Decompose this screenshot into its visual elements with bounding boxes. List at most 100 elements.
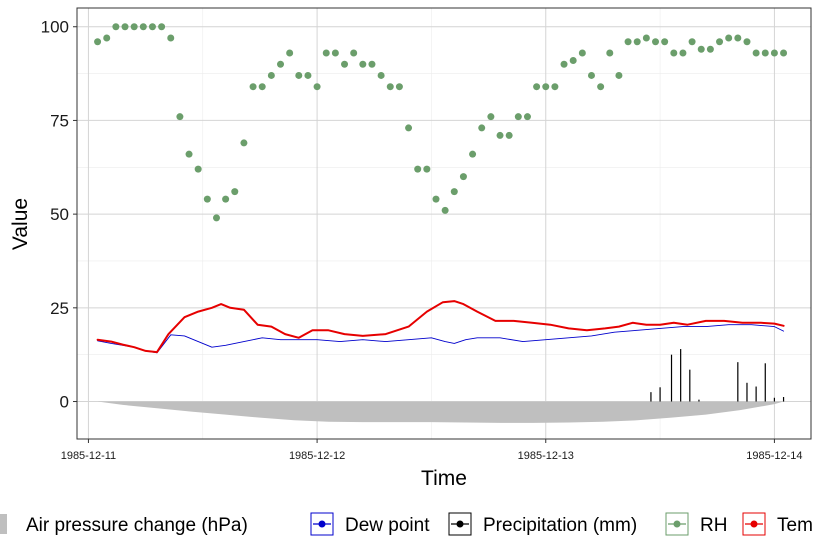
- legend-key-point: [318, 520, 326, 528]
- rh-point: [624, 38, 632, 46]
- rh-point: [94, 38, 102, 46]
- precipitation-bars-layer: [650, 349, 785, 402]
- rh-point: [267, 71, 275, 79]
- rh-point: [716, 38, 724, 46]
- legend-label: Dew point: [345, 515, 430, 536]
- rh-point: [560, 60, 568, 68]
- rh-point: [249, 83, 257, 91]
- rh-point: [459, 173, 467, 181]
- rh-point: [578, 49, 586, 57]
- rh-point: [642, 34, 650, 42]
- y-axis-title: Value: [9, 198, 32, 250]
- rh-point: [478, 124, 486, 132]
- rh-point: [441, 206, 449, 214]
- rh-point: [222, 195, 230, 203]
- legend-key-point: [456, 520, 464, 528]
- legend-key-pressure: [0, 514, 7, 534]
- rh-point: [185, 150, 193, 158]
- x-tick-label: 1985-12-14: [746, 450, 802, 462]
- x-axis-ticks: 1985-12-11 1985-12-12 1985-12-13 1985-12-14: [61, 439, 803, 462]
- rh-point: [350, 49, 358, 57]
- rh-point: [359, 60, 367, 68]
- rh-point: [158, 23, 166, 31]
- y-tick-label: 0: [60, 393, 69, 412]
- legend: Air pressure change (hPa) Dew point Precip…: [0, 512, 813, 536]
- rh-point: [240, 139, 248, 147]
- rh-point: [386, 83, 394, 91]
- rh-point: [652, 38, 660, 46]
- x-tick-label: 1985-12-11: [61, 450, 116, 462]
- legend-label: Precipitation (mm): [483, 515, 637, 536]
- rh-point: [112, 23, 120, 31]
- rh-point: [542, 83, 550, 91]
- rh-point: [377, 71, 385, 79]
- rh-point: [597, 83, 605, 91]
- rh-point: [734, 34, 742, 42]
- y-axis-ticks: 0 25 50 75 100: [41, 18, 77, 412]
- rh-point: [523, 113, 531, 121]
- pressure-area-layer: [97, 401, 784, 423]
- y-tick-label: 25: [50, 299, 69, 318]
- legend-key-point: [750, 520, 758, 528]
- y-tick-label: 100: [41, 18, 69, 37]
- rh-point: [615, 71, 623, 79]
- x-axis-title: Time: [421, 467, 467, 490]
- rh-point: [587, 71, 595, 79]
- rh-point: [103, 34, 111, 42]
- rh-point: [469, 150, 477, 158]
- rh-point: [176, 113, 184, 121]
- rh-point: [633, 38, 641, 46]
- rh-point: [368, 60, 376, 68]
- rh-points-layer: [94, 23, 788, 222]
- rh-point: [450, 188, 458, 196]
- rh-point: [258, 83, 266, 91]
- rh-point: [679, 49, 687, 57]
- plot-border: [76, 7, 812, 440]
- rh-point: [725, 34, 733, 42]
- rh-point: [432, 195, 440, 203]
- rh-point: [341, 60, 349, 68]
- grid-lines: [77, 8, 811, 439]
- pressure-area: [97, 401, 784, 423]
- rh-point: [212, 214, 220, 222]
- y-tick-label: 75: [50, 111, 69, 130]
- rh-point: [121, 23, 129, 31]
- rh-point: [487, 113, 495, 121]
- rh-point: [304, 71, 312, 79]
- rh-point: [505, 131, 513, 139]
- rh-point: [496, 131, 504, 139]
- plot-panel: [76, 7, 812, 440]
- rh-point: [277, 60, 285, 68]
- rh-point: [533, 83, 541, 91]
- rh-point: [231, 188, 239, 196]
- rh-point: [569, 56, 577, 64]
- rh-point: [203, 195, 211, 203]
- rh-point: [331, 49, 339, 57]
- rh-point: [752, 49, 760, 57]
- rh-point: [761, 49, 769, 57]
- rh-point: [148, 23, 156, 31]
- legend-label: Air pressure change (hPa): [26, 515, 248, 536]
- rh-point: [770, 49, 778, 57]
- rh-point: [295, 71, 303, 79]
- rh-point: [139, 23, 147, 31]
- rh-point: [743, 38, 751, 46]
- tem-line: [96, 300, 785, 354]
- line-series-layer: [96, 300, 785, 354]
- rh-point: [670, 49, 678, 57]
- rh-point: [395, 83, 403, 91]
- rh-point: [697, 45, 705, 53]
- rh-point: [313, 83, 321, 91]
- rh-point: [130, 23, 138, 31]
- rh-point: [780, 49, 788, 57]
- rh-point: [405, 124, 413, 132]
- legend-key-point: [673, 520, 681, 528]
- rh-point: [322, 49, 330, 57]
- rh-point: [606, 49, 614, 57]
- legend-label: RH: [700, 515, 727, 536]
- rh-point: [194, 165, 202, 173]
- y-tick-label: 50: [50, 205, 69, 224]
- x-tick-label: 1985-12-13: [518, 450, 574, 462]
- rh-point: [167, 34, 175, 42]
